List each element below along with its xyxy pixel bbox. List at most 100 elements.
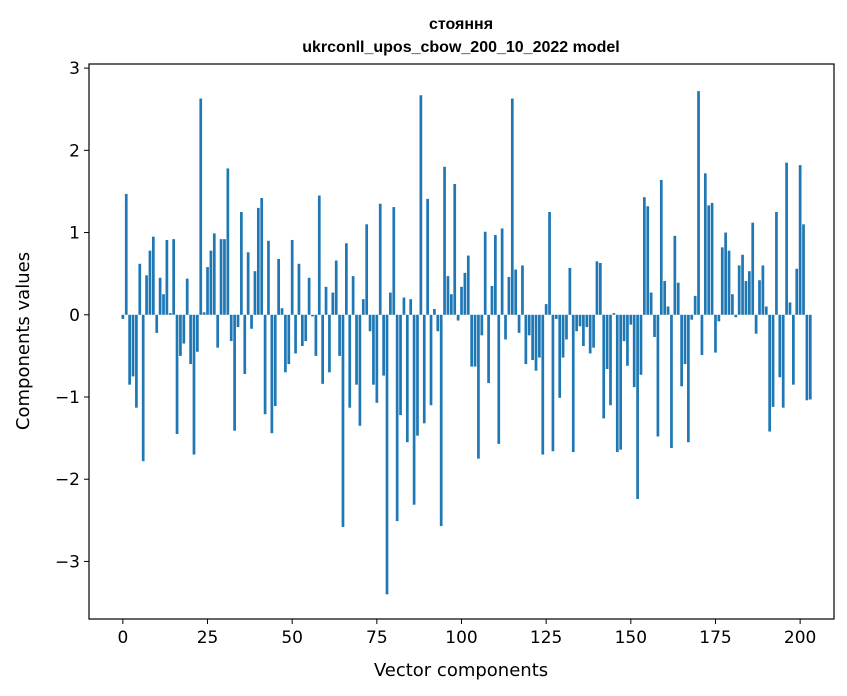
bar bbox=[775, 212, 778, 315]
bar bbox=[229, 314, 233, 342]
bar bbox=[477, 314, 480, 459]
bar bbox=[168, 313, 172, 315]
bar bbox=[236, 314, 240, 328]
x-tick-label: 125 bbox=[530, 628, 562, 648]
bar bbox=[436, 314, 440, 332]
bar bbox=[731, 294, 734, 315]
bar bbox=[209, 250, 213, 315]
bar bbox=[693, 295, 697, 315]
bar bbox=[643, 197, 646, 315]
bar bbox=[294, 314, 297, 354]
bar bbox=[646, 206, 650, 315]
bar bbox=[700, 314, 704, 356]
plot-area-frame bbox=[88, 63, 835, 620]
x-tick-label: 75 bbox=[366, 628, 388, 648]
bar bbox=[443, 166, 446, 315]
bar bbox=[575, 314, 578, 332]
bar bbox=[517, 314, 521, 333]
bar bbox=[368, 314, 372, 332]
bar bbox=[653, 314, 656, 337]
bar bbox=[666, 306, 670, 315]
bar bbox=[250, 314, 253, 329]
chart-title-line-2: ukrconll_upos_cbow_200_10_2022 model bbox=[302, 39, 619, 56]
bar bbox=[165, 239, 169, 315]
bar bbox=[531, 314, 534, 360]
bar bbox=[162, 294, 165, 315]
bar bbox=[592, 314, 595, 348]
bar bbox=[680, 314, 683, 387]
bar bbox=[151, 236, 155, 315]
bar bbox=[179, 314, 182, 356]
bar bbox=[490, 286, 494, 315]
bar bbox=[554, 314, 558, 319]
bar bbox=[392, 207, 396, 315]
x-tick-label: 150 bbox=[615, 628, 647, 648]
bar bbox=[419, 95, 423, 315]
bar bbox=[649, 292, 653, 315]
bar bbox=[673, 235, 677, 315]
bar bbox=[365, 224, 369, 315]
bar bbox=[541, 314, 545, 455]
bar bbox=[240, 212, 243, 315]
bar bbox=[659, 179, 663, 315]
bar bbox=[351, 276, 355, 315]
bar bbox=[253, 271, 257, 315]
bar bbox=[514, 269, 518, 315]
bar bbox=[290, 239, 294, 315]
y-tick-label: 3 bbox=[69, 59, 80, 79]
bar bbox=[595, 261, 599, 315]
bar bbox=[805, 314, 809, 401]
bar bbox=[185, 278, 189, 315]
bar bbox=[500, 228, 504, 315]
bar bbox=[412, 314, 416, 505]
bar bbox=[473, 314, 477, 367]
bar bbox=[487, 314, 490, 384]
bar bbox=[717, 314, 721, 322]
bar bbox=[588, 314, 592, 354]
bar bbox=[612, 313, 616, 315]
bar bbox=[656, 314, 660, 437]
bar bbox=[348, 314, 352, 408]
bar bbox=[372, 314, 375, 385]
bar bbox=[128, 314, 131, 385]
bar bbox=[524, 314, 528, 365]
bar bbox=[632, 314, 636, 388]
bar bbox=[792, 314, 795, 385]
bar bbox=[602, 314, 606, 419]
bar bbox=[737, 265, 741, 315]
bar bbox=[192, 314, 196, 455]
bar bbox=[389, 292, 392, 315]
bar bbox=[307, 277, 311, 315]
x-axis-label: Vector components bbox=[374, 660, 548, 681]
y-tick-label: −3 bbox=[55, 552, 80, 572]
y-tick-label: −1 bbox=[55, 388, 80, 408]
y-tick-label: −2 bbox=[55, 470, 80, 490]
bar bbox=[199, 98, 203, 315]
bar bbox=[395, 314, 399, 522]
bar bbox=[663, 281, 667, 315]
bar bbox=[345, 243, 348, 315]
bar bbox=[405, 314, 409, 443]
bar bbox=[747, 271, 751, 315]
bar bbox=[358, 314, 362, 426]
bar bbox=[778, 314, 782, 378]
bar bbox=[710, 202, 714, 315]
bar bbox=[497, 314, 501, 444]
bar bbox=[727, 250, 731, 315]
bar bbox=[338, 314, 341, 356]
bar bbox=[463, 272, 467, 315]
bar bbox=[571, 314, 575, 453]
bar bbox=[683, 314, 687, 365]
bar bbox=[273, 314, 277, 407]
bar bbox=[558, 314, 562, 398]
bar bbox=[223, 239, 226, 315]
bar bbox=[449, 294, 453, 315]
x-tick-label: 0 bbox=[117, 628, 128, 648]
bar bbox=[768, 314, 772, 432]
bar bbox=[697, 91, 700, 315]
bar bbox=[507, 276, 511, 315]
bar bbox=[324, 286, 328, 315]
bar bbox=[155, 314, 159, 333]
